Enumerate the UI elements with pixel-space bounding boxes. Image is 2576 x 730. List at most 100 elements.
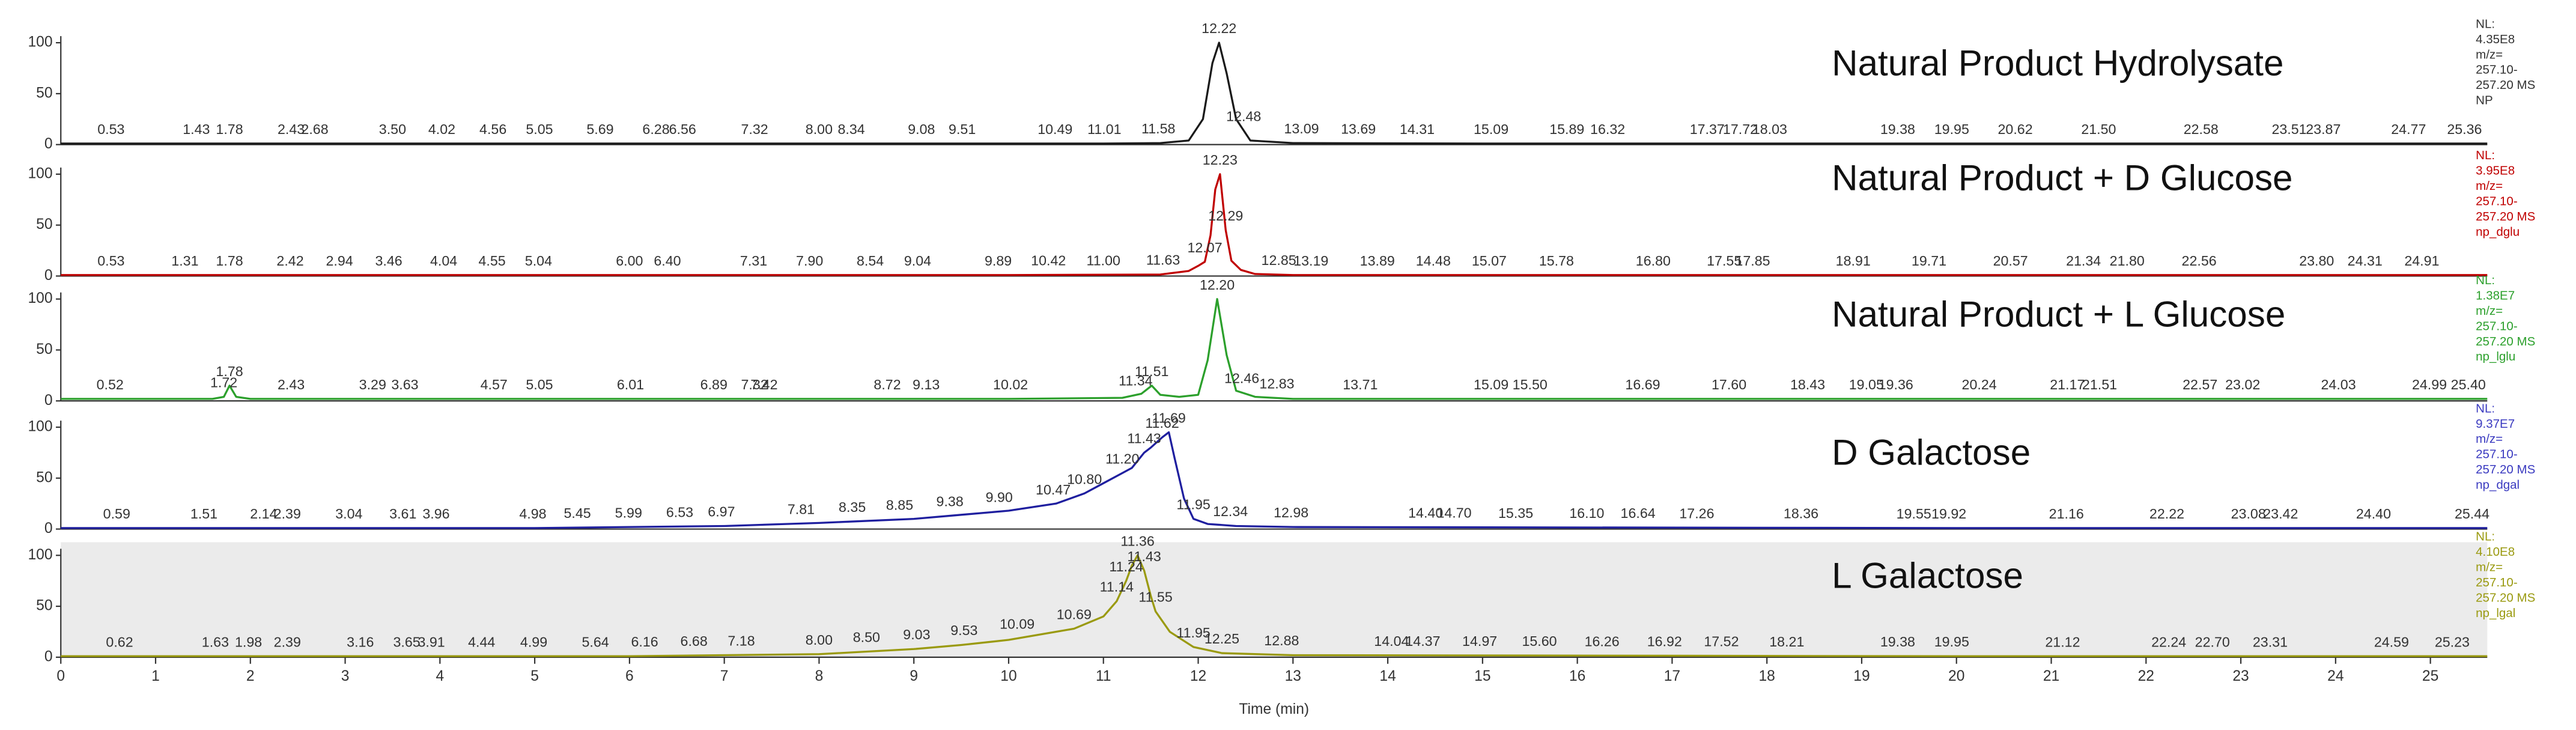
x-tick-label: 7: [720, 668, 729, 684]
peak-label: 15.09: [1474, 121, 1508, 137]
peak-label: 15.35: [1498, 505, 1533, 521]
peak-label: 1.31: [171, 253, 198, 269]
peak-label: 7.31: [740, 253, 767, 269]
y-tick-label: 50: [36, 469, 52, 485]
x-tick-label: 11: [1096, 668, 1111, 684]
peak-label: 14.04: [1374, 633, 1409, 649]
trace-title: Natural Product + L Glucose: [1832, 294, 2285, 335]
peak-label: 25.36: [2447, 121, 2482, 137]
peak-label: 2.43: [278, 121, 305, 137]
peak-label: 24.77: [2391, 121, 2426, 137]
peak-label: 12.98: [1274, 505, 1308, 520]
peak-label: 25.23: [2435, 634, 2470, 649]
peak-label: 5.64: [582, 634, 609, 649]
peak-label: 21.51: [2082, 377, 2117, 392]
peak-label: 9.53: [950, 622, 977, 638]
x-tick-label: 3: [341, 668, 350, 684]
peak-label: 11.69: [1152, 410, 1185, 426]
peak-label: 14.37: [1405, 633, 1440, 649]
trace-title: L Galactose: [1832, 555, 2023, 595]
peak-label: 3.46: [375, 253, 402, 269]
peak-label: 12.22: [1201, 20, 1236, 36]
peak-label: 11.34: [1119, 373, 1152, 389]
peak-label: 8.85: [886, 497, 913, 513]
peak-label: 19.38: [1880, 121, 1915, 137]
peak-label: 7.90: [796, 253, 823, 269]
trace-info: m/z=: [2476, 179, 2503, 193]
peak-label: 19.55: [1897, 506, 1931, 522]
peak-label: 16.69: [1625, 377, 1660, 392]
peak-label: 10.09: [1000, 616, 1034, 632]
peak-label: 1.78: [216, 363, 243, 379]
peak-label: 1.43: [183, 121, 210, 137]
trace-info: 257.10-: [2476, 319, 2518, 333]
trace-info: m/z=: [2476, 561, 2503, 574]
peak-label: 1.63: [202, 634, 229, 649]
peak-label: 18.03: [1752, 121, 1787, 137]
trace-info: NL:: [2476, 273, 2495, 287]
peak-label: 1.78: [216, 121, 243, 137]
peak-label: 8.50: [853, 630, 880, 645]
peak-label: 10.02: [993, 377, 1028, 392]
peak-label: 2.14: [250, 506, 277, 522]
peak-label: 24.99: [2412, 377, 2447, 392]
trace-info: NL:: [2476, 148, 2495, 162]
y-tick-label: 50: [36, 216, 52, 233]
peak-label: 23.02: [2225, 377, 2260, 392]
peak-label: 12.46: [1224, 370, 1259, 386]
peak-label: 22.58: [2184, 121, 2219, 137]
peak-label: 10.49: [1037, 121, 1072, 137]
peak-label: 17.72: [1723, 121, 1758, 137]
peak-label: 10.80: [1067, 471, 1102, 487]
peak-label: 2.94: [326, 253, 353, 269]
peak-label: 23.31: [2253, 634, 2288, 649]
x-tick-label: 13: [1285, 668, 1301, 684]
trace-info: 9.37E7: [2476, 417, 2515, 431]
peak-label: 17.60: [1712, 377, 1746, 392]
peak-label: 25.44: [2455, 506, 2489, 522]
peak-label: 5.45: [564, 505, 591, 521]
peak-label: 9.04: [904, 253, 931, 269]
peak-label: 22.70: [2195, 634, 2230, 649]
peak-label: 15.60: [1522, 633, 1557, 649]
peak-label: 21.80: [2110, 253, 2145, 269]
y-tick-label: 100: [28, 547, 52, 563]
peak-label: 12.48: [1226, 108, 1261, 124]
peak-label: 3.50: [379, 121, 406, 137]
peak-label: 0.62: [106, 634, 133, 649]
x-tick-label: 23: [2232, 668, 2249, 684]
peak-label: 11.01: [1087, 121, 1121, 137]
peak-label: 13.89: [1360, 253, 1395, 269]
peak-label: 24.31: [2348, 253, 2383, 269]
y-tick-label: 50: [36, 341, 52, 357]
trace-info: 257.10-: [2476, 63, 2518, 77]
peak-label: 16.32: [1590, 121, 1625, 137]
peak-label: 12.25: [1204, 631, 1239, 646]
peak-label: 21.12: [2045, 634, 2080, 649]
y-tick-label: 50: [36, 598, 52, 614]
peak-label: 2.39: [274, 506, 301, 522]
peak-label: 6.68: [681, 633, 708, 649]
peak-label: 9.51: [949, 121, 976, 137]
peak-label: 11.43: [1127, 549, 1161, 564]
trace-info: 4.10E8: [2476, 545, 2515, 559]
peak-label: 8.54: [857, 253, 884, 269]
peak-label: 3.63: [391, 377, 418, 392]
peak-label: 11.62: [1145, 415, 1179, 431]
peak-label: 11.36: [1120, 533, 1154, 549]
trace-info: np_lglu: [2476, 350, 2515, 363]
peak-label: 11.51: [1135, 363, 1168, 379]
x-tick-label: 17: [1664, 668, 1680, 684]
peak-label: 23.42: [2263, 506, 2298, 522]
x-tick-label: 18: [1759, 668, 1775, 684]
trace-title: Natural Product + D Glucose: [1832, 158, 2292, 198]
peak-label: 1.72: [210, 375, 237, 391]
peak-label: 9.38: [937, 494, 964, 509]
trace-info: 1.38E7: [2476, 288, 2515, 302]
peak-label: 9.90: [986, 489, 1013, 505]
peak-label: 12.23: [1203, 152, 1238, 168]
y-tick-label: 0: [44, 267, 53, 284]
trace-info: NP: [2476, 94, 2492, 108]
peak-label: 18.43: [1790, 377, 1825, 392]
peak-label: 19.36: [1879, 377, 1913, 392]
